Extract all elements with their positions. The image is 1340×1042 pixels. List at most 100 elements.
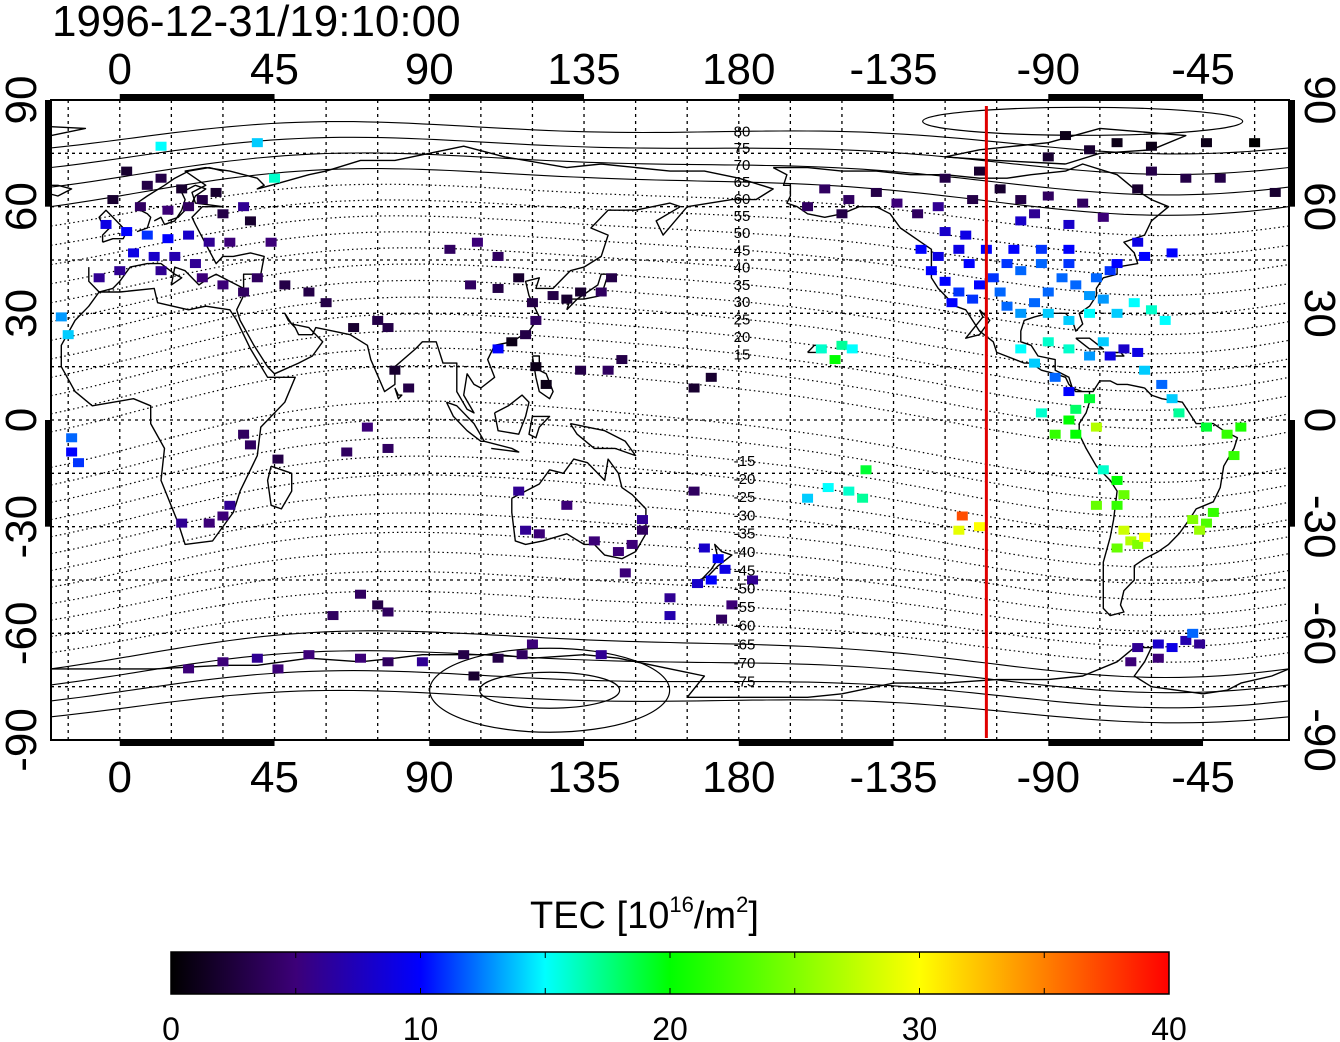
x-tick-label-top: 90: [405, 45, 454, 94]
y-tick-label-left: 0: [0, 408, 46, 432]
x-axis-bottom-labels: 0 45 90 135 180 -135 -90 -45: [108, 753, 1235, 802]
mag-lat-label: 15: [734, 346, 751, 363]
tec-point: [822, 483, 834, 493]
mag-pole-contour-north: [922, 106, 1244, 136]
x-tick-label-top: 180: [702, 45, 775, 94]
tec-point: [616, 355, 628, 365]
tec-point: [526, 639, 538, 649]
tec-point: [688, 486, 700, 496]
tec-point: [196, 195, 208, 205]
tec-point: [1084, 351, 1096, 361]
tec-point: [372, 315, 384, 325]
tec-point: [870, 187, 882, 197]
tec-point: [121, 227, 133, 237]
tec-point: [1104, 266, 1116, 276]
tec-point: [183, 202, 195, 212]
tec-point: [162, 234, 174, 244]
tec-point: [1090, 422, 1102, 432]
tec-point: [1118, 525, 1130, 535]
tec-point: [1063, 387, 1075, 397]
tec-point: [575, 365, 587, 375]
tec-point: [1139, 251, 1151, 261]
tec-point: [1132, 237, 1144, 247]
tec-point: [1200, 138, 1212, 148]
tec-point: [1097, 465, 1109, 475]
y-tick-label-left: 90: [0, 76, 46, 125]
colorbar-title: TEC [1016/m2]: [530, 892, 759, 937]
tec-point: [846, 344, 858, 354]
mag-contour: [51, 474, 1289, 552]
tec-point: [1015, 344, 1027, 354]
tec-point: [843, 195, 855, 205]
tec-point: [857, 493, 869, 503]
tec-point: [1035, 408, 1047, 418]
tec-point: [915, 244, 927, 254]
tec-point: [55, 312, 67, 322]
y-tick-label-left: -60: [0, 602, 46, 666]
mag-contour: [51, 330, 1289, 411]
tec-point: [1173, 408, 1185, 418]
tec-point: [210, 187, 222, 197]
tec-point: [1132, 184, 1144, 194]
tec-point: [1187, 628, 1199, 638]
map-frame: [50, 99, 1290, 741]
tec-point: [836, 340, 848, 350]
top-frame-bar: [429, 94, 585, 100]
tec-point: [217, 209, 229, 219]
tec-point: [361, 422, 373, 432]
x-tick-label-top: -135: [849, 45, 937, 94]
coastline: [1075, 337, 1104, 350]
tec-point: [238, 429, 250, 439]
tec-point: [939, 173, 951, 183]
tec-point: [355, 653, 366, 663]
tec-point: [692, 579, 704, 589]
tec-point: [836, 209, 848, 219]
tec-point: [1029, 209, 1041, 219]
tec-point: [819, 184, 831, 194]
mag-lat-label: 25: [734, 311, 751, 328]
mag-contour: [51, 418, 1289, 501]
tec-point: [403, 383, 415, 393]
x-tick-label-bottom: 180: [702, 753, 775, 802]
tec-point: [1015, 216, 1027, 226]
tec-point: [1070, 280, 1082, 290]
tec-point: [492, 251, 504, 261]
tec-point: [1049, 429, 1061, 439]
tec-point: [960, 230, 972, 240]
colorbar-tick-label: 20: [652, 1011, 688, 1042]
tec-point: [1063, 315, 1075, 325]
x-tick-label-top: -45: [1171, 45, 1235, 94]
mag-lat-label: 40: [734, 260, 751, 277]
coastline: [266, 465, 293, 510]
tec-point: [162, 205, 174, 215]
mag-lat-label: -50: [734, 581, 756, 598]
tec-point: [148, 251, 160, 261]
tec-point: [1029, 358, 1041, 368]
tec-point: [1166, 248, 1178, 258]
tec-point: [1156, 379, 1168, 389]
tec-point: [1063, 244, 1075, 254]
bottom-frame-bar: [119, 740, 275, 746]
tec-point: [1128, 298, 1140, 308]
mag-lat-label: -30: [734, 507, 756, 524]
tec-point: [516, 650, 528, 660]
tec-point: [327, 611, 339, 621]
tec-point: [1090, 500, 1102, 510]
mag-contour: [51, 313, 1289, 393]
coastline: [88, 145, 774, 414]
tec-point: [189, 259, 201, 269]
tec-point: [1097, 337, 1109, 347]
tec-point: [1111, 543, 1123, 553]
tec-point: [1269, 187, 1281, 197]
tec-point: [1042, 287, 1054, 297]
mag-lat-label: 30: [734, 294, 751, 311]
tec-point: [829, 355, 841, 365]
tec-point: [612, 547, 624, 557]
tec-point: [1111, 475, 1123, 485]
colorbar-ticks: 0 10 20 30 40: [162, 952, 1187, 1042]
tec-point: [1166, 643, 1178, 653]
plot-title: 1996-12-31/19:10:00: [52, 0, 461, 46]
mag-lat-label: 45: [734, 242, 751, 259]
tec-point: [956, 511, 968, 521]
tec-point: [843, 486, 855, 496]
